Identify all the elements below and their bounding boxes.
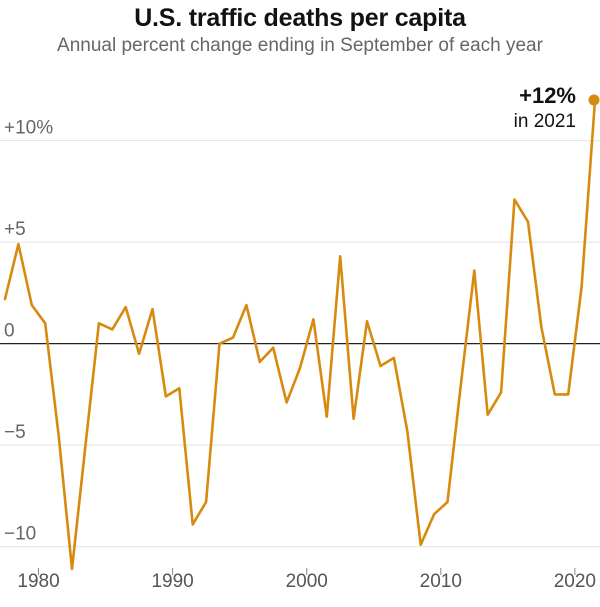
series-layer <box>3 94 600 571</box>
y-tick-label: +5 <box>4 219 26 240</box>
gridlines <box>0 140 600 548</box>
x-tick-label: 1980 <box>17 571 59 592</box>
y-tick-label: 0 <box>4 321 15 342</box>
chart-subtitle: Annual percent change ending in Septembe… <box>57 35 543 56</box>
y-tick-label: −5 <box>4 422 26 443</box>
chart-title: U.S. traffic deaths per capita <box>134 4 466 32</box>
series-line <box>3 98 597 571</box>
x-axis-ticks: 1980 1990 2000 2010 2020 <box>17 568 596 592</box>
y-tick-label: +10% <box>4 118 53 139</box>
x-tick-label: 2010 <box>420 571 462 592</box>
y-tick-label: −10 <box>4 524 36 545</box>
endpoint-marker <box>588 94 600 106</box>
annotation-text: in 2021 <box>514 111 576 132</box>
x-tick-label: 2000 <box>286 571 328 592</box>
x-tick-label: 1990 <box>151 571 193 592</box>
x-tick-label: 2020 <box>554 571 596 592</box>
y-axis-ticks: +10% +5 0 −5 −10 <box>4 118 53 545</box>
annotation-layer: +12% in 2021 <box>514 83 576 132</box>
annotation-value: +12% <box>519 83 576 108</box>
